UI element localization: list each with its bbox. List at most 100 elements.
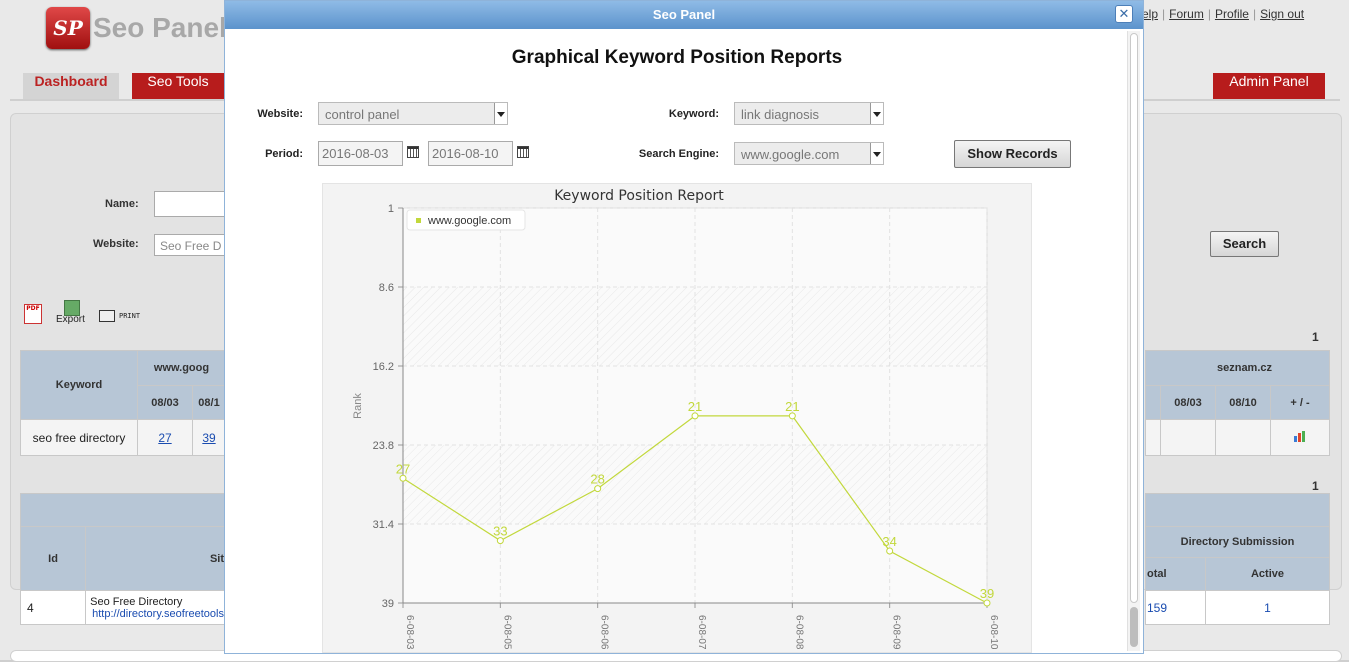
scrollbar-track-end	[1130, 607, 1138, 647]
data-point	[983, 599, 991, 607]
site-table-right: Directory Submission otal Active 159 1	[1145, 493, 1330, 625]
y-axis-label: Rank	[352, 393, 364, 419]
data-label: 21	[688, 399, 702, 414]
total-link[interactable]: 159	[1147, 600, 1168, 615]
bar-chart-icon[interactable]	[1293, 430, 1307, 442]
active-header: Active	[1205, 557, 1330, 591]
date-header: 08/03	[1160, 385, 1216, 420]
change-header: + / -	[1270, 385, 1330, 420]
period-label: Period:	[265, 148, 303, 160]
date-header: 08/03	[137, 385, 193, 420]
website-select[interactable]: Seo Free D	[154, 234, 234, 256]
site-url-link[interactable]: http://directory.seofreetools	[92, 607, 224, 620]
chart-title: Keyword Position Report	[554, 188, 724, 204]
rank-link[interactable]: 27	[158, 430, 172, 445]
site-name: Seo Free Directory	[90, 595, 183, 608]
site-table: Id Sit 4 Seo Free Directory http://direc…	[19, 493, 226, 625]
data-point	[691, 412, 699, 420]
show-records-button[interactable]: Show Records	[954, 140, 1071, 168]
page-number[interactable]: 1	[1312, 479, 1319, 493]
help-link[interactable]: elp	[1142, 7, 1159, 21]
x-tick-label: 6-08-10	[988, 615, 999, 650]
chevron-down-icon	[870, 103, 883, 124]
x-tick-label: 6-08-07	[696, 615, 707, 650]
forum-link[interactable]: Forum	[1169, 7, 1204, 21]
search-button[interactable]: Search	[1210, 231, 1279, 257]
search-engine-select[interactable]: www.google.com	[734, 142, 884, 165]
engine-header: seznam.cz	[1145, 350, 1330, 386]
sign-out-link[interactable]: Sign out	[1260, 7, 1305, 21]
legend-box	[406, 209, 526, 231]
data-label: 28	[590, 472, 604, 487]
dialog-scrollbar[interactable]	[1127, 31, 1140, 651]
name-input[interactable]	[154, 191, 234, 217]
to-date-input[interactable]: 2016-08-10	[428, 141, 513, 166]
calendar-icon[interactable]	[517, 146, 529, 158]
total-header: otal	[1145, 557, 1206, 591]
keyword-table: Keyword www.goog 08/03 08/1 seo free dir…	[20, 350, 226, 456]
x-tick-label: 6-08-05	[501, 615, 512, 650]
legend-swatch	[416, 218, 421, 223]
engine-header: www.goog	[137, 350, 226, 386]
dialog-title: Seo Panel	[225, 1, 1143, 29]
keyword-header: Keyword	[20, 350, 138, 420]
logo-text: Seo Panel	[93, 12, 227, 43]
website-label: Website:	[93, 238, 139, 250]
x-tick-label: 6-08-08	[793, 615, 804, 650]
directory-submission-header: Directory Submission	[1145, 526, 1330, 558]
from-date-input[interactable]: 2016-08-03	[318, 141, 403, 166]
tab-dashboard[interactable]: Dashboard	[23, 73, 119, 99]
legend-label: www.google.com	[427, 215, 511, 227]
tab-admin-panel[interactable]: Admin Panel	[1213, 73, 1325, 99]
active-link[interactable]: 1	[1264, 600, 1271, 615]
website-select[interactable]: control panel	[318, 102, 508, 125]
profile-link[interactable]: Profile	[1214, 7, 1249, 21]
data-point	[594, 485, 602, 493]
data-label: 39	[980, 586, 994, 601]
x-tick-label: 6-08-09	[891, 615, 902, 650]
export-label[interactable]: Export	[56, 314, 85, 325]
logo-icon: SP	[46, 7, 90, 49]
chevron-down-icon	[870, 143, 883, 164]
y-tick-label: 8.6	[379, 282, 394, 294]
keyword-select[interactable]: link diagnosis	[734, 102, 884, 125]
data-point	[788, 412, 796, 420]
search-engine-label: Search Engine:	[638, 148, 719, 160]
data-label: 33	[493, 524, 507, 539]
id-header: Id	[19, 526, 87, 591]
y-tick-label: 23.8	[373, 440, 394, 452]
website-label: Website:	[257, 108, 303, 120]
name-label: Name:	[105, 198, 139, 210]
id-cell: 4	[19, 590, 87, 625]
site-header: Sit	[85, 526, 226, 591]
data-label: 34	[882, 534, 896, 549]
top-links: elp | Forum | Profile | Sign out	[1142, 7, 1305, 21]
tab-seo-tools[interactable]: Seo Tools	[132, 73, 224, 99]
y-tick-label: 16.2	[373, 361, 394, 373]
x-tick-label: 6-08-06	[599, 615, 610, 650]
keyword-table-right: seznam.cz 08/03 08/10 + / -	[1145, 350, 1330, 456]
keyword-position-chart: 1 8.6 16.2 23.8 31.4 39 6-08-03 6-08-05 6-08-06 6…	[352, 188, 999, 650]
keyword-label: Keyword:	[668, 108, 719, 120]
page-title: Graphical Keyword Position Reports	[511, 47, 843, 68]
chevron-down-icon	[494, 103, 507, 124]
keyword-cell: seo free directory	[20, 419, 138, 456]
data-label: 27	[396, 461, 410, 476]
rank-link[interactable]: 39	[202, 430, 216, 445]
close-icon[interactable]: ✕	[1115, 5, 1133, 23]
page-number[interactable]: 1	[1312, 330, 1319, 344]
print-icon[interactable]	[99, 310, 115, 322]
y-tick-label: 31.4	[373, 519, 394, 531]
export-icon[interactable]	[64, 300, 80, 316]
calendar-icon[interactable]	[407, 146, 419, 158]
data-point	[399, 474, 407, 482]
plot-band	[403, 287, 987, 366]
report-dialog: Seo Panel ✕ Graphical Keyword Position R…	[224, 0, 1144, 654]
y-tick-label: 1	[388, 203, 394, 215]
scrollbar-thumb[interactable]	[1130, 33, 1138, 603]
pdf-icon[interactable]: PDF	[24, 304, 42, 324]
date-header: 08/10	[1215, 385, 1271, 420]
print-label[interactable]: PRINT	[119, 312, 141, 320]
data-point	[886, 547, 894, 555]
x-tick-label: 6-08-03	[404, 615, 415, 650]
